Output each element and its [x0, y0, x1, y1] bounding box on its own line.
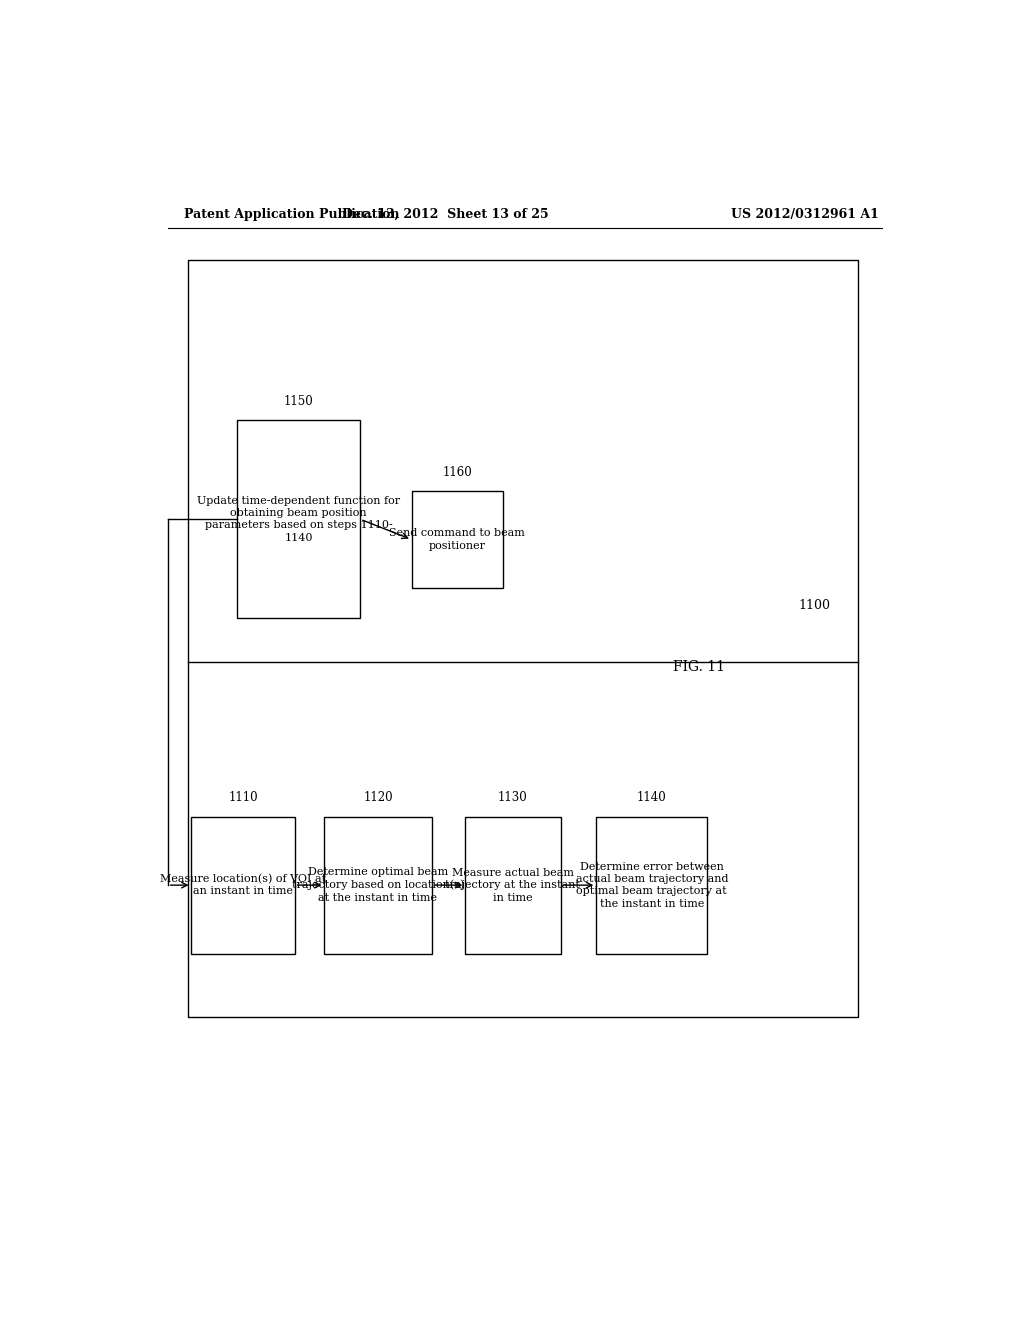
Text: 1140: 1140 — [637, 791, 667, 804]
Text: Update time-dependent function for
obtaining beam position
parameters based on s: Update time-dependent function for obtai… — [197, 495, 400, 543]
Text: Measure location(s) of VOI at
an instant in time: Measure location(s) of VOI at an instant… — [160, 874, 326, 896]
Text: Determine error between
actual beam trajectory and
optimal beam trajectory at
th: Determine error between actual beam traj… — [575, 862, 728, 908]
Text: US 2012/0312961 A1: US 2012/0312961 A1 — [731, 207, 879, 220]
Bar — [412, 491, 503, 587]
Text: Measure actual beam
trajectory at the instant
in time: Measure actual beam trajectory at the in… — [445, 867, 581, 903]
Bar — [596, 817, 708, 954]
Text: 1100: 1100 — [799, 599, 830, 612]
Bar — [238, 420, 360, 618]
Bar — [191, 817, 295, 954]
Bar — [325, 817, 431, 954]
Bar — [187, 260, 858, 1018]
Text: FIG. 11: FIG. 11 — [674, 660, 725, 673]
Bar — [465, 817, 560, 954]
Text: Determine optimal beam
trajectory based on location(s)
at the instant in time: Determine optimal beam trajectory based … — [292, 867, 464, 903]
Text: 1160: 1160 — [442, 466, 472, 479]
Text: 1150: 1150 — [284, 395, 313, 408]
Text: 1120: 1120 — [364, 791, 393, 804]
Text: Dec. 13, 2012  Sheet 13 of 25: Dec. 13, 2012 Sheet 13 of 25 — [342, 207, 549, 220]
Text: 1130: 1130 — [498, 791, 527, 804]
Text: 1110: 1110 — [228, 791, 258, 804]
Text: Patent Application Publication: Patent Application Publication — [183, 207, 399, 220]
Text: Send command to beam
positioner: Send command to beam positioner — [389, 528, 525, 550]
